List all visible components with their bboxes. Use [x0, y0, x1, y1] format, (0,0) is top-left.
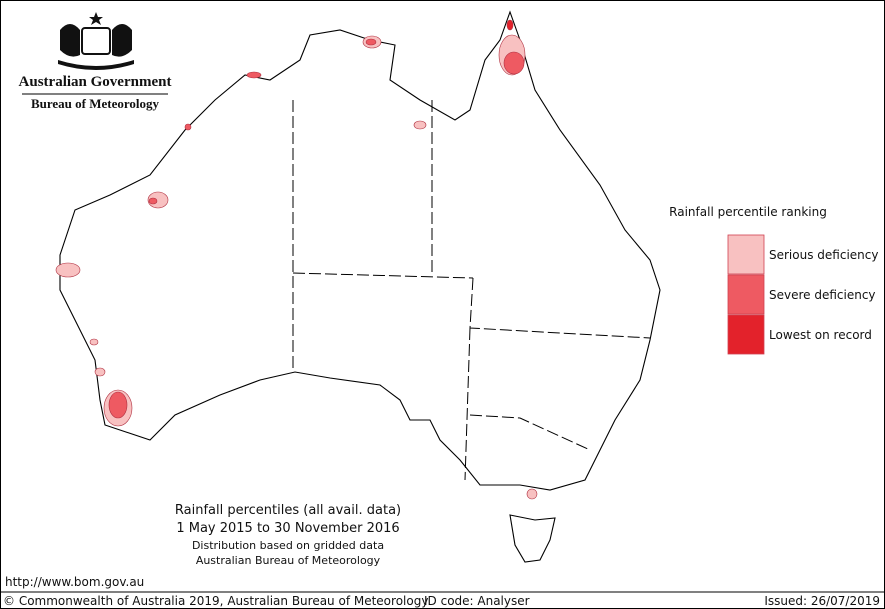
deficiency-area: [413, 120, 427, 130]
logo-line2: Bureau of Meteorology: [31, 96, 160, 111]
logo-line1: Australian Government: [19, 74, 172, 90]
caption-line: Distribution based on gridded data: [192, 539, 384, 552]
deficiency-area: [89, 338, 99, 346]
legend-label: Lowest on record: [769, 328, 872, 342]
copyright: © Commonwealth of Australia 2019, Austra…: [3, 594, 428, 608]
deficiency-area: [365, 38, 377, 46]
crest: [58, 12, 134, 70]
caption-line: Australian Bureau of Meteorology: [196, 554, 381, 567]
mainland-coast: [59, 10, 661, 491]
legend-label: Severe deficiency: [769, 288, 876, 302]
deficiency-area: [506, 19, 514, 31]
caption: Rainfall percentiles (all avail. data) 1…: [175, 503, 401, 567]
state-borders: [292, 100, 651, 481]
deficiency-area: [246, 71, 262, 79]
legend-swatch: [727, 314, 765, 355]
legend-label: Serious deficiency: [769, 248, 878, 262]
tasmania-coast: [509, 514, 556, 563]
deficiency-areas: [55, 19, 538, 500]
deficiency-area: [148, 197, 158, 205]
deficiency-area: [503, 51, 525, 75]
caption-line: Rainfall percentiles (all avail. data): [175, 503, 401, 518]
url[interactable]: http://www.bom.gov.au: [5, 575, 144, 589]
legend-title: Rainfall percentile ranking: [669, 205, 827, 219]
legend: Serious deficiency Severe deficiency Lowes…: [727, 234, 878, 355]
deficiency-area: [184, 123, 192, 131]
legend-swatch: [727, 234, 765, 275]
legend-swatch: [727, 274, 765, 315]
id-code: ID code: Analyser: [424, 594, 530, 608]
deficiency-area: [526, 488, 538, 500]
deficiency-area: [55, 262, 81, 278]
caption-line: 1 May 2015 to 30 November 2016: [176, 521, 399, 536]
deficiency-area: [94, 367, 106, 377]
issued: Issued: 26/07/2019: [764, 594, 880, 608]
deficiency-area: [108, 391, 128, 419]
